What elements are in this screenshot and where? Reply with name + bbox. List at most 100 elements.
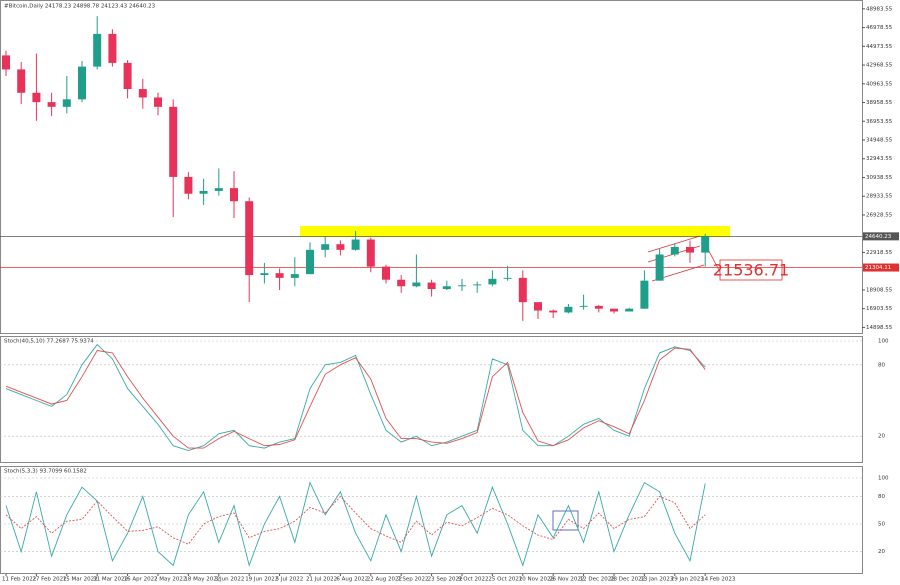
stoch2-title: Stoch(5,3,3) 93.7099 60.1582 xyxy=(4,469,87,475)
x-tick-label: 2 May 2022 xyxy=(154,577,186,583)
y-tick-label: 40963.55 xyxy=(866,81,893,87)
zone-layer xyxy=(300,225,730,238)
y-tick-label: 44973.55 xyxy=(866,44,893,50)
stoch1-title: Stoch(40,5,10) 77.2687 75.9374 xyxy=(4,339,94,345)
y-tick-label: 100 xyxy=(878,476,889,482)
x-tick-label: 28 Dec 2022 xyxy=(610,577,645,583)
candle-body xyxy=(62,99,71,107)
stoch-line xyxy=(5,481,706,567)
candle-body xyxy=(214,188,223,191)
stoch-line xyxy=(5,347,706,449)
y-tick-label: 32943.55 xyxy=(866,156,893,162)
candle-body xyxy=(108,33,117,63)
y-tick-label: 48983.55 xyxy=(866,6,893,12)
x-tick-label: 9 Oct 2022 xyxy=(458,577,489,583)
x-tick-label: 14 Feb 2023 xyxy=(701,577,736,583)
y-tick-label: 20 xyxy=(878,549,885,555)
candle-body xyxy=(594,305,603,309)
x-tick-label: 16 Apr 2022 xyxy=(124,577,158,583)
candle-body xyxy=(184,176,193,194)
y-tick-label: 36953.55 xyxy=(866,119,893,125)
price-label-box xyxy=(863,232,899,241)
y-tick-label: 14898.55 xyxy=(866,325,893,331)
x-tick-label: 31 Mar 2022 xyxy=(93,577,128,583)
candle-body xyxy=(458,285,466,287)
x-tick-label: 10 Nov 2022 xyxy=(519,577,554,583)
x-tick-label: 6 Aug 2022 xyxy=(336,577,368,583)
candle-body xyxy=(230,188,238,202)
y-tick-label: 50 xyxy=(878,522,885,528)
y-tick-label: 80 xyxy=(878,362,885,368)
y-tick-label: 46978.55 xyxy=(866,25,893,31)
y-tick-label: 38958.55 xyxy=(866,100,893,106)
candle-body xyxy=(382,266,390,280)
x-tick-label: 21 Jul 2022 xyxy=(306,577,337,583)
resistance-zone xyxy=(300,225,730,238)
candle-body xyxy=(579,305,588,307)
candle-body xyxy=(47,102,56,107)
x-tick-label: 22 Aug 2022 xyxy=(367,577,402,583)
candle-body xyxy=(625,308,634,312)
price-label: 21304.11 xyxy=(865,265,891,271)
candle-body xyxy=(442,286,451,290)
candle-body xyxy=(336,244,345,250)
candle-body xyxy=(503,277,512,279)
candle-body xyxy=(640,280,649,309)
candle-body xyxy=(306,249,314,275)
candle-body xyxy=(17,69,26,93)
candle-body xyxy=(138,89,147,98)
candle-body xyxy=(93,33,102,67)
y-tick-label: 18908.55 xyxy=(866,287,893,293)
stoch-line xyxy=(5,495,706,545)
candle-body xyxy=(549,310,558,313)
y-tick-label: 28933.55 xyxy=(866,194,893,200)
y-tick-label: 16903.55 xyxy=(866,306,893,312)
candle-body xyxy=(366,239,375,267)
y-tick-label: 22918.55 xyxy=(866,250,893,256)
candle-body xyxy=(701,236,710,253)
candle-body xyxy=(655,254,664,281)
y-tick-label: 34948.55 xyxy=(866,138,893,144)
candle-body xyxy=(412,282,421,287)
x-tick-label: 3 Jun 2022 xyxy=(215,577,245,583)
candle-body xyxy=(564,306,573,313)
x-tick-label: 7 Sep 2022 xyxy=(397,577,428,583)
annotation-box xyxy=(719,259,783,281)
x-tick-label: 5 Jul 2022 xyxy=(276,577,304,583)
y-tick-label: 26928.55 xyxy=(866,212,893,218)
x-tick-label: 18 May 2022 xyxy=(184,577,220,583)
candle-body xyxy=(32,92,41,103)
candle-body xyxy=(610,308,618,312)
x-tick-label: 29 Jan 2023 xyxy=(671,577,704,583)
candle-body xyxy=(245,201,254,276)
candle-body xyxy=(321,244,330,250)
x-tick-label: 27 Feb 2022 xyxy=(32,577,66,583)
candle-body xyxy=(78,66,86,100)
candle-body xyxy=(199,190,208,194)
channel-line xyxy=(647,235,701,253)
candle-body xyxy=(686,247,694,253)
candle-body xyxy=(488,278,497,285)
candle-body xyxy=(473,284,482,286)
x-tick-label: 11 Feb 2022 xyxy=(2,577,36,583)
x-tick-label: 23 Sep 2022 xyxy=(428,577,463,583)
candle-body xyxy=(427,282,436,290)
candle-body xyxy=(260,273,269,276)
candle-body xyxy=(154,97,162,107)
y-tick-label: 42968.55 xyxy=(866,63,893,69)
main-pane-frame xyxy=(0,0,863,334)
candle-body xyxy=(169,106,178,177)
stoch1-pane-frame xyxy=(0,336,863,463)
x-tick-label: 12 Dec 2022 xyxy=(580,577,615,583)
y-tick-label: 100 xyxy=(878,339,889,345)
candle-body xyxy=(670,247,679,255)
candle-body xyxy=(397,279,406,287)
y-tick-label: 30938.55 xyxy=(866,175,893,181)
candle-body xyxy=(518,277,527,303)
candle-body xyxy=(2,55,10,70)
x-tick-label: 13 Jan 2023 xyxy=(640,577,673,583)
y-tick-label: 80 xyxy=(878,494,885,500)
x-tick-label: 25 Oct 2022 xyxy=(488,577,522,583)
